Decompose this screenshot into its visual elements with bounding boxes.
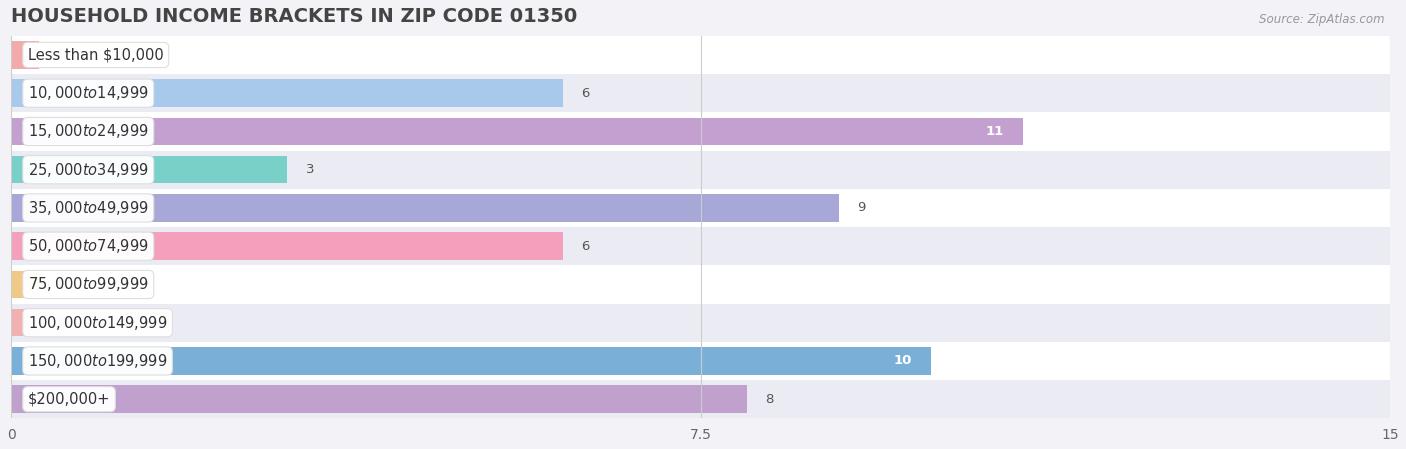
Bar xyxy=(11,265,1391,304)
Bar xyxy=(11,227,1391,265)
Bar xyxy=(11,150,1391,189)
Text: $75,000 to $99,999: $75,000 to $99,999 xyxy=(28,275,149,294)
Text: $15,000 to $24,999: $15,000 to $24,999 xyxy=(28,123,149,141)
Text: 10: 10 xyxy=(894,354,912,367)
Bar xyxy=(11,112,1391,150)
Text: $150,000 to $199,999: $150,000 to $199,999 xyxy=(28,352,167,370)
Text: $200,000+: $200,000+ xyxy=(28,392,110,407)
Bar xyxy=(11,380,1391,418)
Text: 8: 8 xyxy=(765,393,773,406)
Text: 0: 0 xyxy=(58,316,66,329)
Text: Source: ZipAtlas.com: Source: ZipAtlas.com xyxy=(1260,13,1385,26)
Text: 11: 11 xyxy=(986,125,1004,138)
Text: $50,000 to $74,999: $50,000 to $74,999 xyxy=(28,237,149,255)
Bar xyxy=(11,194,838,222)
Bar xyxy=(11,233,562,260)
Text: $10,000 to $14,999: $10,000 to $14,999 xyxy=(28,84,149,102)
Text: 0: 0 xyxy=(58,48,66,62)
Bar xyxy=(11,271,39,298)
Text: $25,000 to $34,999: $25,000 to $34,999 xyxy=(28,161,149,179)
Text: Less than $10,000: Less than $10,000 xyxy=(28,48,163,62)
Text: 0: 0 xyxy=(58,278,66,291)
Bar xyxy=(11,304,1391,342)
Bar xyxy=(11,347,931,375)
Bar xyxy=(11,74,1391,112)
Bar xyxy=(11,342,1391,380)
Text: 9: 9 xyxy=(858,202,866,215)
Bar xyxy=(11,309,39,336)
Bar xyxy=(11,156,287,184)
Bar xyxy=(11,36,1391,74)
Text: $100,000 to $149,999: $100,000 to $149,999 xyxy=(28,314,167,332)
Bar xyxy=(11,41,39,69)
Text: $35,000 to $49,999: $35,000 to $49,999 xyxy=(28,199,149,217)
Text: 6: 6 xyxy=(581,87,589,100)
Bar xyxy=(11,118,1022,145)
Bar xyxy=(11,79,562,107)
Text: 6: 6 xyxy=(581,240,589,253)
Bar xyxy=(11,385,747,413)
Text: 3: 3 xyxy=(305,163,314,176)
Bar xyxy=(11,189,1391,227)
Text: HOUSEHOLD INCOME BRACKETS IN ZIP CODE 01350: HOUSEHOLD INCOME BRACKETS IN ZIP CODE 01… xyxy=(11,7,578,26)
